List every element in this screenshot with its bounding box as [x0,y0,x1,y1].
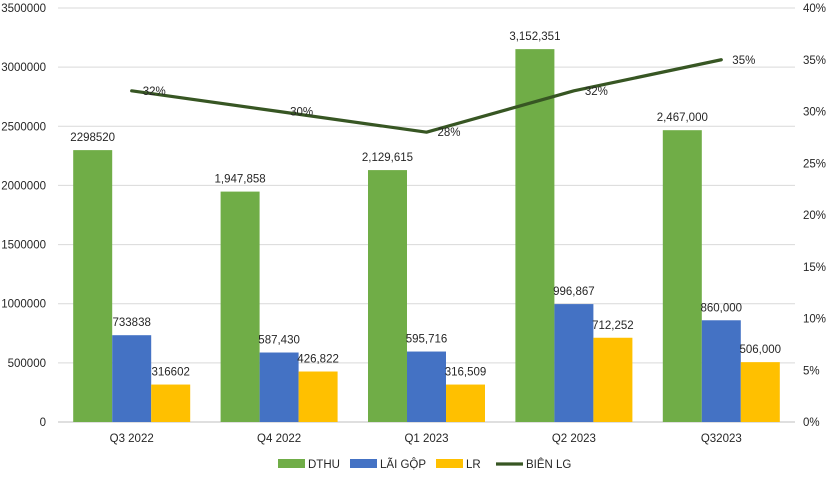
margin-line-label: 32% [143,86,166,98]
bar-dthu-2 [368,170,407,422]
bar-data-label: 2298520 [70,132,115,144]
bar-lr-4 [740,362,780,422]
category-label: Q32023 [701,433,742,445]
bar-l-i-g-p-4 [701,320,741,422]
bar-dthu-4 [662,130,702,422]
bar-data-label: 3,152,351 [509,31,560,43]
bar-data-label: 712,252 [592,320,634,332]
bar-data-label: 2,467,000 [657,112,708,124]
y-right-tick-label: 15% [803,262,826,274]
margin-line-label: 30% [290,107,313,119]
legend-swatch [436,459,463,468]
bar-dthu-3 [515,49,555,422]
y-left-tick-label: 500000 [8,358,46,370]
legend-label: DTHU [308,459,340,471]
margin-line-series: 32% 30% 28% 32% 35% [130,55,755,139]
y-left-tick-label: 1000000 [1,299,46,311]
y-left-tick-label: 3000000 [1,62,46,74]
y-right-tick-label: 25% [803,158,826,170]
chart-legend: DTHU LÃI GỘP LR BIÊN LG [278,458,571,471]
bar-data-label: 426,822 [297,354,339,366]
bar-lr-2 [446,384,485,422]
bar-data-label: 996,867 [553,286,595,298]
y-right-tick-label: 5% [803,365,820,377]
category-axis-labels: Q3 2022 Q4 2022 Q1 2023 Q2 2023 Q32023 [110,433,742,445]
bar-data-label: 506,000 [740,344,782,356]
y-left-tick-label: 2500000 [1,121,46,133]
y-left-tick-label: 0 [40,417,46,429]
y-right-tick-label: 40% [803,3,826,15]
bar-data-label: 316,509 [445,367,487,379]
bar-data-label: 1,947,858 [215,174,266,186]
margin-line [130,58,723,134]
bar-data-label: 587,430 [258,335,300,347]
y-right-tick-label: 10% [803,314,826,326]
y-right-tick-label: 30% [803,107,826,119]
y-left-tick-label: 3500000 [1,3,46,15]
bar-data-label: 860,000 [701,302,743,314]
bar-data-labels: 2298520 733838 316602 1,947,858 587,430 426,8… [70,31,781,378]
right-axis-ticks: 0% 5% 10% 15% 20% 25% 30% 35% 40% [803,3,826,429]
y-right-tick-label: 0% [803,417,820,429]
bar-l-i-g-p-2 [407,351,446,422]
bar-dthu-1 [220,191,260,422]
bar-l-i-g-p-3 [554,304,594,422]
bar-l-i-g-p-0 [112,335,152,422]
category-label: Q4 2022 [257,433,301,445]
y-left-tick-label: 2000000 [1,180,46,192]
margin-line-label: 35% [732,55,755,67]
category-label: Q3 2022 [110,433,154,445]
bar-data-label: 2,129,615 [362,152,413,164]
bar-dthu-0 [73,150,113,422]
margin-line-label: 32% [585,86,608,98]
legend-label: BIÊN LG [526,458,571,471]
category-label: Q2 2023 [552,433,596,445]
y-right-tick-label: 35% [803,55,826,67]
bar-lr-3 [593,337,633,422]
category-label: Q1 2023 [404,433,448,445]
y-left-tick-label: 1500000 [1,240,46,252]
left-axis-ticks: 0 500000 1000000 1500000 2000000 2500000 30000… [1,3,46,429]
legend-label: LÃI GỘP [380,458,426,471]
bar-data-label: 733838 [113,317,151,329]
bar-data-label: 595,716 [406,334,448,346]
bar-l-i-g-p-1 [259,352,299,422]
margin-line-label: 28% [438,127,461,139]
legend-swatch [350,459,377,468]
bar-series [73,49,780,422]
bar-lr-1 [298,371,338,422]
bar-data-label: 316602 [152,367,190,379]
bar-lr-0 [151,384,191,422]
gridlines [58,7,795,423]
y-right-tick-label: 20% [803,210,826,222]
legend-label: LR [466,459,481,471]
legend-swatch [278,459,305,468]
